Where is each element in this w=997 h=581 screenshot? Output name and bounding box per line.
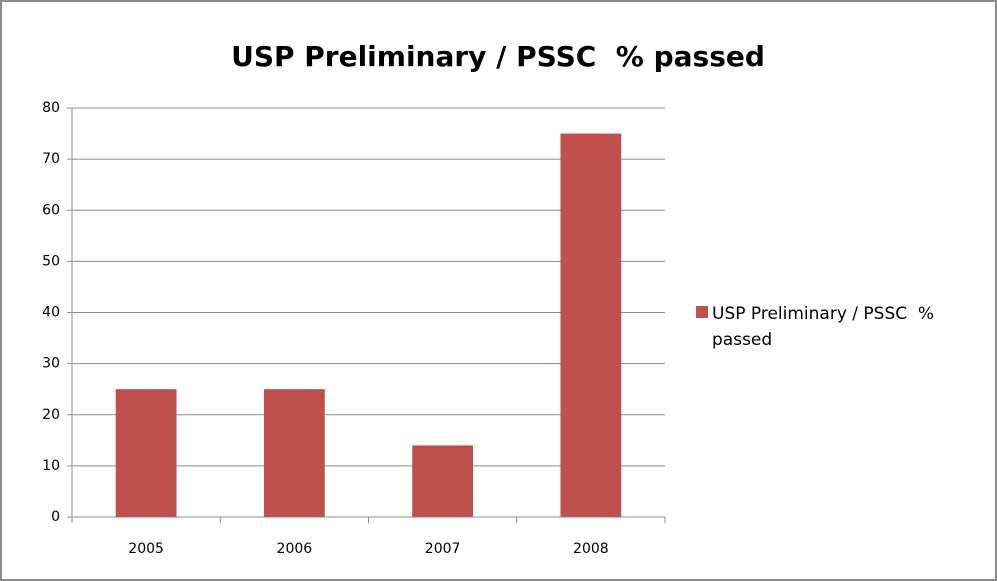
legend-swatch [696,306,708,318]
bar [412,445,474,517]
y-tick-label: 20 [42,407,60,423]
bar [115,389,177,517]
bar [263,389,325,517]
bar [560,133,622,517]
y-tick-label: 0 [51,509,60,525]
y-tick-label: 70 [42,151,60,167]
y-tick-label: 40 [42,305,60,321]
y-tick-label: 50 [42,253,60,269]
y-tick-label: 30 [42,356,60,372]
y-tick-label: 80 [42,100,60,116]
chart-title: USP Preliminary / PSSC % passed [231,40,765,73]
legend-label: USP Preliminary / PSSC % passed [712,304,940,350]
y-tick-label: 60 [42,202,60,218]
y-tick-label: 10 [42,458,60,474]
x-tick-label: 2007 [425,541,461,557]
x-tick-label: 2006 [277,541,313,557]
x-tick-label: 2008 [573,541,609,557]
x-tick-label: 2005 [128,541,164,557]
